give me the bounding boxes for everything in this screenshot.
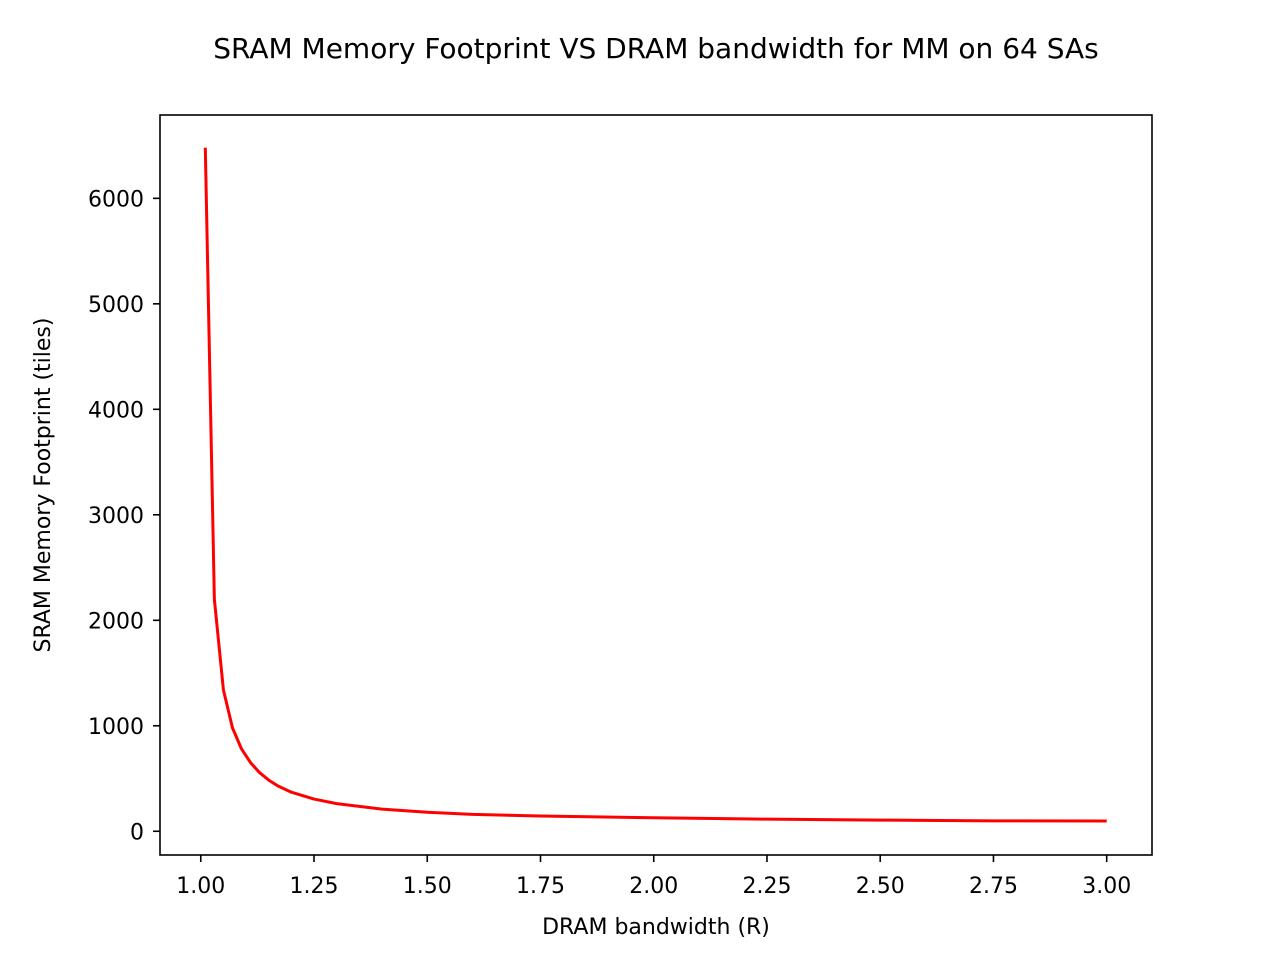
y-tick-label: 5000 [88, 293, 144, 318]
x-tick-label: 2.75 [969, 874, 1018, 899]
x-axis-label: DRAM bandwidth (R) [542, 915, 770, 940]
x-tick-label: 1.00 [176, 874, 225, 899]
x-tick-label: 2.50 [856, 874, 905, 899]
y-tick-label: 2000 [88, 609, 144, 634]
x-tick-label: 1.25 [290, 874, 339, 899]
y-tick-label: 6000 [88, 187, 144, 212]
y-tick-label: 4000 [88, 398, 144, 423]
y-axis-label: SRAM Memory Footprint (tiles) [31, 318, 56, 653]
y-tick-label: 3000 [88, 504, 144, 529]
y-axis: 0 1000 2000 3000 4000 5000 6000 [88, 187, 160, 845]
series-line-0 [203, 147, 1107, 823]
plot-area [159, 114, 1153, 856]
x-tick-label: 2.00 [629, 874, 678, 899]
y-tick-label: 1000 [88, 715, 144, 740]
series-layer [203, 147, 1107, 823]
x-tick-label: 3.00 [1082, 874, 1131, 899]
y-tick-label: 0 [130, 820, 144, 845]
plot-frame [159, 114, 1153, 856]
x-tick-label: 2.25 [742, 874, 791, 899]
chart-title: SRAM Memory Footprint VS DRAM bandwidth … [213, 32, 1099, 65]
x-tick-label: 1.50 [403, 874, 452, 899]
x-axis: 1.00 1.25 1.50 1.75 2.00 2.25 2.50 2.75 3.00 [176, 855, 1131, 899]
x-tick-label: 1.75 [516, 874, 565, 899]
